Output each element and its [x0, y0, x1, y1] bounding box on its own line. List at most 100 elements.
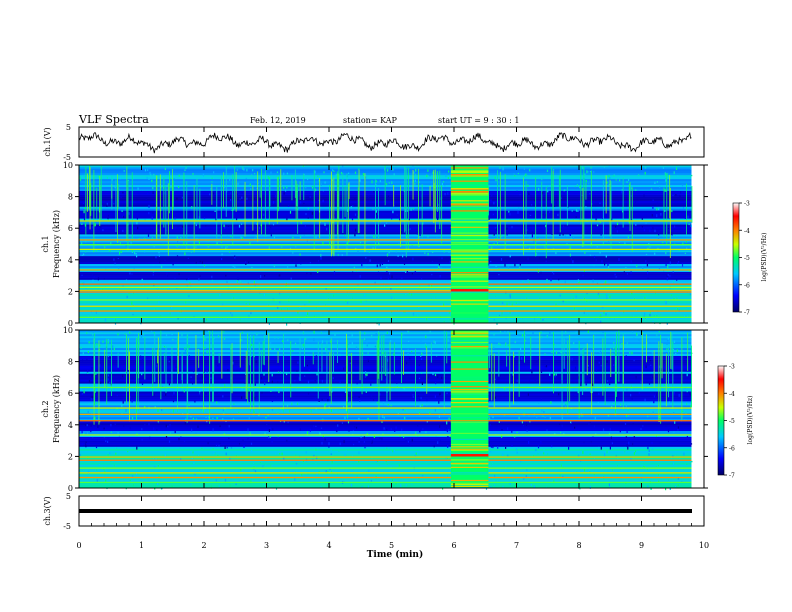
spectrogram-speckle	[619, 430, 621, 433]
spectrogram-speckle	[157, 202, 159, 205]
spectrogram-burst-line	[450, 479, 489, 482]
spectrogram-row	[79, 210, 692, 213]
spectrogram-speckle	[437, 375, 439, 379]
spectrogram-speckle	[217, 335, 220, 338]
spectrogram-speckle	[385, 221, 388, 224]
spectrogram-speckle	[296, 370, 298, 372]
spectrogram-speckle	[307, 312, 309, 315]
spectrogram-speckle	[630, 194, 632, 197]
spectrogram-speckle	[150, 174, 152, 177]
spectrogram-speckle	[86, 358, 88, 360]
spectrogram-speckle	[249, 183, 251, 186]
spectrogram-speckle	[86, 331, 88, 335]
spectrogram-streak	[364, 173, 366, 252]
spectrogram-line	[79, 305, 692, 307]
spectrogram-burst-line	[450, 230, 489, 232]
spectrogram-speckle	[542, 318, 544, 321]
spectrogram-speckle	[354, 233, 356, 237]
spectrogram-speckle	[584, 468, 586, 472]
spectrogram-speckle	[318, 402, 320, 405]
spectrogram-speckle	[311, 212, 313, 215]
spectrogram-row	[79, 206, 692, 209]
spectrogram-row	[79, 468, 692, 471]
spectrogram-speckle	[632, 442, 634, 446]
spectrogram-speckle	[274, 348, 276, 351]
spectrogram-speckle	[364, 294, 366, 297]
spectrogram-speckle	[153, 284, 155, 287]
spectrogram-speckle	[98, 202, 100, 206]
spectrogram-speckle	[446, 430, 448, 433]
spectrogram-burst-line	[450, 190, 489, 193]
spectrogram-speckle	[93, 317, 95, 320]
spectrogram-burst-line	[450, 341, 489, 344]
spectrogram-speckle	[382, 415, 384, 418]
spectrogram-speckle	[338, 320, 340, 322]
spectrogram-speckle	[611, 218, 613, 221]
spectrogram-speckle	[605, 240, 608, 242]
spectrogram-speckle	[329, 468, 331, 470]
spectrogram-streak	[530, 336, 532, 370]
spectrogram-row	[79, 242, 692, 245]
spectrogram-speckle	[200, 409, 202, 412]
spectrogram-speckle	[206, 318, 208, 321]
spectrogram-burst-line	[450, 361, 489, 363]
spectrogram-speckle	[415, 168, 417, 172]
spectrogram-speckle	[657, 311, 659, 313]
spectrogram-speckle	[178, 273, 180, 276]
spectrogram-speckle	[563, 381, 565, 383]
spectrogram-speckle	[175, 365, 177, 369]
spectrogram-speckle	[644, 398, 646, 402]
spectrogram-streak	[348, 183, 349, 243]
spectrogram-streak	[165, 346, 167, 393]
spectrogram-streak	[582, 349, 584, 395]
spectrogram-speckle	[625, 404, 627, 407]
spectrogram-speckle	[381, 437, 383, 441]
spectrogram-speckle	[81, 274, 83, 276]
spectrogram-speckle	[109, 357, 111, 359]
spectrogram-speckle	[287, 421, 289, 424]
spectrogram-speckle	[143, 300, 146, 303]
spectrogram-speckle	[172, 339, 174, 341]
spectrogram-speckle	[497, 479, 500, 482]
spectrogram-streak	[330, 338, 332, 404]
spectrogram-speckle	[649, 313, 651, 317]
spectrogram-speckle	[320, 253, 322, 257]
spectrogram-streak	[244, 181, 246, 237]
spectrogram-speckle	[673, 431, 675, 433]
spectrogram-speckle	[194, 473, 196, 476]
spectrogram-burst-line	[450, 398, 489, 400]
spectrogram-speckle	[144, 406, 146, 408]
spectrogram-speckle	[362, 460, 364, 462]
spectrogram-row	[79, 444, 692, 447]
spectrogram-speckle	[102, 229, 104, 232]
spectrogram-speckle	[229, 484, 231, 487]
spectrogram-speckle	[230, 192, 232, 194]
spectrogram-speckle	[306, 364, 308, 367]
spectrogram-speckle	[91, 356, 93, 359]
spectrogram-speckle	[380, 175, 382, 179]
spectrogram-line	[79, 456, 692, 458]
spectrogram-speckle	[598, 294, 600, 298]
spectrogram-speckle	[509, 213, 511, 216]
ytick-label: 6	[68, 224, 73, 233]
spectrogram-speckle	[676, 297, 678, 300]
spectrogram-speckle	[425, 461, 428, 463]
colorbar-tick-label: -6	[744, 282, 750, 289]
spectrogram-speckle	[598, 361, 600, 364]
spectrogram-row	[79, 257, 692, 261]
spectrogram-speckle	[270, 464, 272, 467]
spectrogram-speckle	[369, 300, 371, 302]
spectrogram-speckle	[402, 478, 404, 480]
spectrogram-speckle	[315, 236, 317, 239]
spectrogram-speckle	[521, 357, 523, 360]
spectrogram-speckle	[606, 294, 608, 297]
spectrogram-speckle	[670, 294, 672, 297]
spectrogram-streak	[610, 348, 612, 377]
spectrogram-speckle	[169, 432, 172, 434]
spectrogram-speckle	[232, 361, 234, 365]
spectrogram-streak	[280, 169, 282, 203]
spectrogram-speckle	[87, 315, 89, 318]
spectrogram-speckle	[286, 373, 288, 376]
spectrogram-speckle	[435, 295, 437, 299]
spectrogram-speckle	[195, 319, 197, 322]
